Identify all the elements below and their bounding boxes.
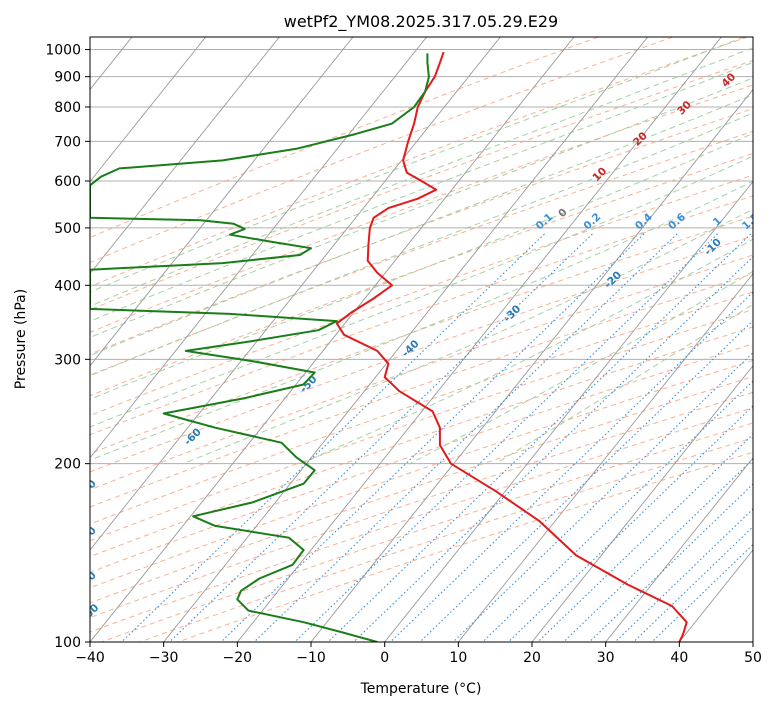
- x-tick-label: −30: [149, 650, 179, 666]
- isotherm-line: [310, 88, 753, 642]
- moist-adiabat-line: [182, 208, 753, 465]
- temperature-line: [335, 51, 688, 642]
- dry-adiabat-line: [90, 376, 753, 604]
- x-tick-label: 20: [523, 650, 541, 666]
- dry-adiabat-line: [90, 407, 753, 633]
- y-tick-label: 200: [54, 457, 81, 473]
- dry-adiabat-line: [90, 291, 753, 525]
- y-axis: 100 200 300 400 500 600 700 800 900 1000: [45, 43, 90, 651]
- isotherm-line: [236, 37, 722, 642]
- dry-adiabat-line: [90, 254, 753, 491]
- dry-adiabat-line: [90, 215, 753, 455]
- isotherm-line: [605, 457, 753, 642]
- x-tick-label: 40: [670, 650, 688, 666]
- wet-bulb-label: -80: [77, 525, 99, 547]
- moist-adiabat-line: [90, 77, 753, 339]
- dry-adiabat-line: [90, 37, 673, 264]
- moist-adiabat-line: [90, 132, 753, 400]
- moist-adiabat-line: [90, 155, 753, 428]
- isotherm-line: [90, 37, 575, 642]
- isotherm-line: [163, 37, 649, 642]
- dry-adiabat-line: [177, 451, 753, 642]
- dry-adiabat-line: [90, 37, 599, 239]
- x-axis-label: Temperature (°C): [360, 681, 482, 697]
- moist-adiabat-line: [90, 61, 753, 322]
- y-axis-label: Pressure (hPa): [13, 289, 29, 389]
- x-axis: −40 −30 −20 −10 0 10 20 30 40 50: [75, 642, 762, 666]
- isotherm-line: [90, 37, 354, 367]
- isotherm-line: [90, 37, 207, 183]
- plot-frame: [89, 36, 754, 643]
- y-tick-label: 100: [54, 635, 81, 651]
- isotherm-line: [90, 37, 280, 275]
- y-tick-label: 700: [54, 134, 81, 150]
- isotherm-line: [384, 180, 753, 642]
- moist-adiabat-line: [90, 37, 745, 293]
- wet-bulb-label: -70: [77, 478, 99, 500]
- dry-adiabat-line: [90, 152, 753, 397]
- x-tick-label: −10: [296, 650, 326, 666]
- y-tick-label: 300: [54, 352, 81, 368]
- plot-background: [90, 37, 753, 642]
- x-tick-label: 10: [449, 650, 467, 666]
- dry-adiabat-line: [139, 437, 753, 642]
- x-tick-label: −20: [223, 650, 253, 666]
- moist-adiabats: [90, 37, 753, 465]
- wet-bulb-label: -100: [74, 602, 101, 629]
- isotherms: [90, 37, 753, 642]
- chart-title: wetPf2_YM08.2025.317.05.29.E29: [284, 12, 558, 32]
- dry-adiabat-line: [90, 235, 753, 473]
- x-tick-label: 0: [380, 650, 389, 666]
- dry-adiabat-line: [90, 343, 753, 573]
- dry-adiabat-line: [90, 326, 753, 558]
- wet-bulb-label: -90: [77, 569, 99, 591]
- dry-adiabat-line: [90, 309, 753, 542]
- dewpoint-line: [90, 53, 430, 642]
- moist-adiabat-line: [90, 47, 753, 307]
- x-tick-label: −40: [75, 650, 105, 666]
- y-tick-label: 400: [54, 278, 81, 294]
- sounding-series: [90, 51, 688, 642]
- moist-adiabat-line: [300, 238, 753, 465]
- x-tick-label: 50: [744, 650, 762, 666]
- y-tick-label: 600: [54, 174, 81, 190]
- y-tick-label: 800: [54, 100, 81, 116]
- moist-adiabat-line: [90, 94, 753, 357]
- isotherm-line: [457, 272, 753, 642]
- y-tick-label: 900: [54, 70, 81, 86]
- moist-adiabat-line: [90, 112, 753, 377]
- dry-adiabat-line: [90, 37, 748, 288]
- isotherm-line: [531, 365, 753, 642]
- y-tick-label: 1000: [45, 43, 81, 59]
- dry-adiabat-line: [90, 174, 753, 417]
- x-tick-label: 30: [597, 650, 615, 666]
- isotherm-line: [90, 37, 428, 459]
- y-tick-label: 500: [54, 221, 81, 237]
